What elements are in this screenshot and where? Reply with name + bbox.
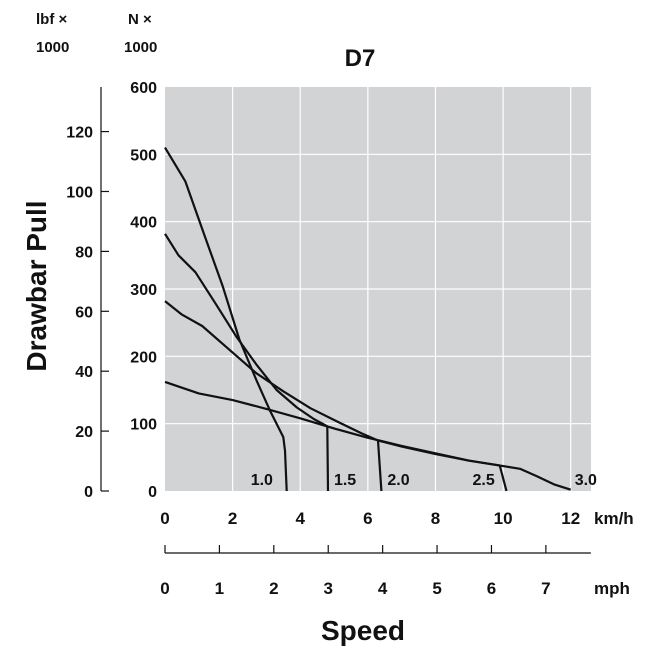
lbf-tick-label: 0 [84,484,93,501]
n-tick-label: 300 [130,282,157,299]
chart-title: D7 [345,45,376,72]
x-axis-label: Speed [321,615,405,646]
curve-gear-1-0 [164,147,288,492]
curve-gear-2-0 [164,300,383,492]
curve-label-1-0: 1.0 [251,472,273,489]
mph-tick-label: 0 [160,579,169,598]
y-unit-right-line1: N × [128,11,152,28]
mph-tick-label: 2 [269,579,278,598]
curve-label-1-5: 1.5 [334,472,356,489]
mph-tick-label: 3 [323,579,332,598]
kmh-tick-label: 8 [431,509,440,528]
curve-gear-1-5 [164,233,330,492]
n-tick-label: 500 [130,147,157,164]
mph-tick-label: 5 [432,579,441,598]
newton-axis: 0 100 200 300 400 500 600 [130,80,157,501]
lbf-tick-label: 100 [66,184,93,201]
lbf-tick-label: 20 [75,424,93,441]
y-axis-label: Drawbar Pull [21,200,52,371]
kmh-tick-label: 12 [561,509,580,528]
mph-tick-label: 4 [378,579,388,598]
curve-label-group: 1.0 1.5 2.0 2.5 3.0 [251,472,597,489]
n-tick-label: 200 [130,349,157,366]
lbf-axis: 0 20 40 60 80 100 120 [66,87,109,501]
mph-unit-label: mph [594,579,630,598]
n-tick-label: 100 [130,417,157,434]
lbf-tick-label: 60 [75,304,93,321]
kmh-tick-label: 6 [363,509,372,528]
y-unit-left-line1: lbf × [36,11,67,28]
kmh-axis: 0 2 4 6 8 10 12 [160,509,580,528]
mph-tick-label: 1 [215,579,224,598]
curve-gear-3-0 [377,439,572,491]
y-unit-left-line2: 1000 [36,39,69,56]
y-unit-right-line2: 1000 [124,39,157,56]
n-tick-label: 0 [148,484,157,501]
mph-tick-label: 6 [487,579,496,598]
kmh-tick-label: 10 [494,509,513,528]
kmh-tick-label: 2 [228,509,237,528]
kmh-unit-label: km/h [594,509,634,528]
lbf-tick-label: 80 [75,244,93,261]
curve-label-3-0: 3.0 [575,472,597,489]
lbf-tick-label: 40 [75,364,93,381]
curve-group [164,147,572,492]
kmh-tick-label: 0 [160,509,169,528]
lbf-tick-label: 120 [66,125,93,142]
n-tick-label: 400 [130,215,157,232]
n-tick-label: 600 [130,80,157,97]
mph-axis: 0 1 2 3 4 5 6 7 [160,545,591,598]
mph-tick-label: 7 [541,579,550,598]
curve-label-2-5: 2.5 [472,472,494,489]
kmh-tick-label: 4 [296,509,306,528]
curve-label-2-0: 2.0 [387,472,409,489]
